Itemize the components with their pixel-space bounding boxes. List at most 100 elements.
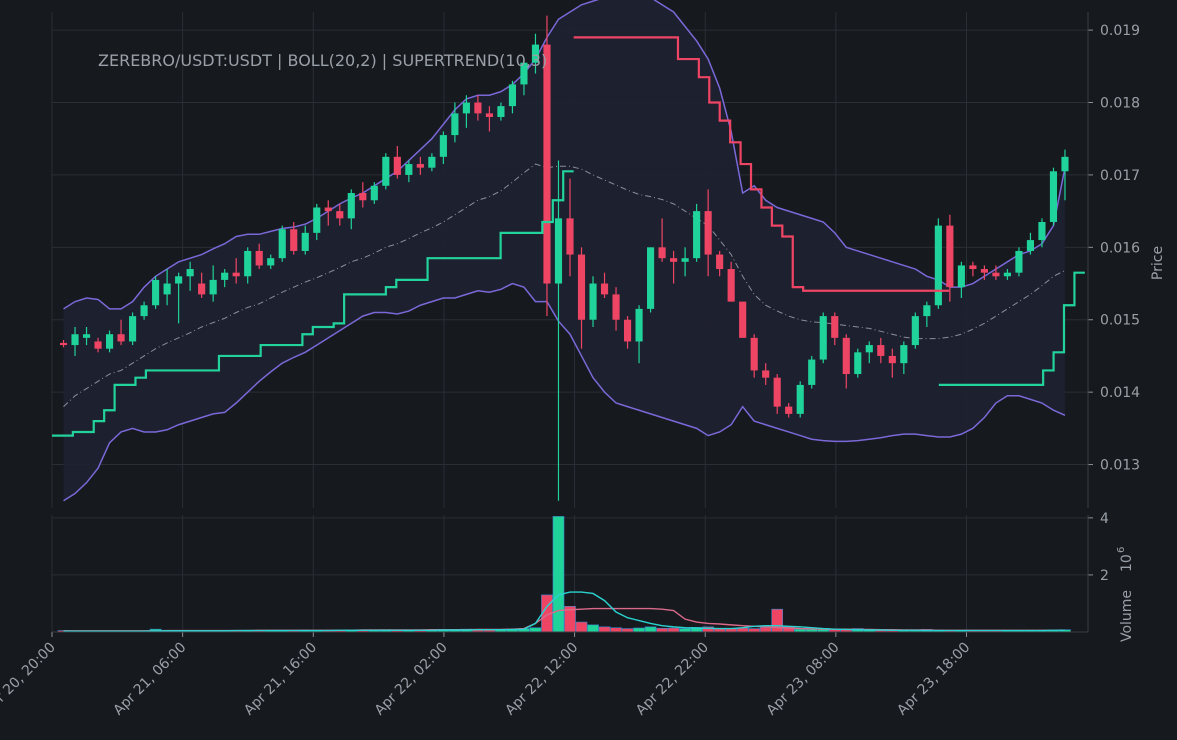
volume-bar	[610, 627, 622, 633]
candle-body	[105, 334, 114, 349]
volume-ma-green-line	[63, 591, 1065, 632]
volume-bar	[552, 516, 565, 633]
candle-body	[198, 283, 206, 295]
candle-body	[681, 258, 689, 262]
candle-body	[117, 334, 125, 342]
volume-bar	[771, 608, 784, 633]
candle-body	[370, 185, 378, 201]
candle-body	[785, 406, 793, 414]
candle-body	[1049, 171, 1058, 222]
supertrend-line	[52, 36, 1085, 437]
candle-body	[739, 301, 747, 338]
volume-bar	[759, 627, 772, 633]
supertrend-segment	[573, 36, 950, 292]
candle-body	[647, 247, 655, 309]
candle-body	[819, 316, 827, 360]
candle-body	[934, 225, 942, 306]
candle-body	[992, 272, 1000, 277]
candle-body	[347, 193, 355, 219]
candle-body	[1003, 272, 1011, 277]
candle-body	[255, 250, 263, 266]
price-tick-label: 0.013	[1100, 458, 1140, 474]
volume-tick-label: 2	[1100, 568, 1109, 584]
volume-bar	[575, 621, 588, 633]
candle-body	[543, 44, 551, 284]
candle-body	[129, 316, 137, 342]
candle-body	[439, 135, 447, 157]
candle-body	[382, 156, 390, 186]
candle-body	[554, 218, 563, 284]
candle-body	[232, 272, 240, 277]
price-axis-label: Price	[1150, 246, 1166, 280]
candle-body	[600, 283, 609, 295]
candle-body	[520, 62, 528, 85]
candle-body	[163, 283, 171, 295]
candle-body	[658, 247, 666, 259]
candle-body	[508, 84, 517, 107]
candle-body	[969, 265, 977, 270]
candle-body	[623, 319, 632, 342]
volume-axis-label: Volume	[1119, 590, 1135, 642]
candle-body	[911, 316, 919, 346]
candle-body	[612, 294, 620, 320]
price-tick-label: 0.015	[1100, 313, 1140, 329]
candle-body	[244, 250, 252, 277]
candle-body	[336, 211, 344, 219]
bollinger-upper-line	[63, 0, 1066, 310]
bollinger-lower-line	[63, 282, 1066, 502]
candle-body	[474, 102, 482, 114]
volume-bar	[621, 628, 634, 633]
candle-body	[704, 211, 712, 255]
candle-body	[175, 276, 183, 284]
candle-body	[888, 355, 896, 364]
candle-body	[693, 211, 701, 259]
candle-body	[762, 370, 770, 378]
candle-body	[267, 258, 275, 266]
candle-body	[1038, 221, 1046, 241]
candle-body	[980, 269, 988, 273]
candlesticks	[59, 15, 1069, 501]
candle-body	[359, 193, 367, 201]
volume-tick-label: 4	[1100, 511, 1109, 527]
candle-body	[1061, 156, 1069, 172]
supertrend-segment	[938, 271, 1085, 387]
price-tick-label: 0.014	[1100, 385, 1140, 401]
candle-body	[324, 207, 332, 212]
chart-title: ZEREBRO/USDT:USDT | BOLL(20,2) | SUPERTR…	[98, 51, 547, 70]
candle-body	[278, 229, 286, 259]
candle-body	[152, 279, 160, 306]
candle-body	[808, 359, 816, 385]
candle-body	[313, 207, 321, 233]
volume-bar	[679, 628, 691, 633]
candle-body	[750, 337, 758, 371]
candle-body	[923, 305, 931, 317]
price-tick-label: 0.018	[1100, 96, 1140, 112]
volume-bar	[644, 626, 657, 633]
candle-body	[462, 102, 470, 114]
price-tick-label: 0.016	[1100, 240, 1140, 256]
candle-body	[635, 308, 643, 342]
candle-body	[82, 334, 91, 338]
volume-bar	[748, 628, 761, 633]
candle-body	[566, 218, 574, 255]
candle-body	[140, 305, 148, 317]
candle-body	[221, 272, 229, 280]
candle-body	[577, 254, 586, 320]
volume-bar	[633, 627, 645, 633]
candle-body	[842, 337, 850, 375]
candle-body	[290, 229, 298, 251]
candle-body	[1026, 240, 1035, 251]
candle-body	[71, 334, 79, 346]
candle-body	[957, 265, 965, 288]
candle-body	[900, 345, 908, 364]
candle-body	[589, 283, 597, 320]
candle-body	[865, 345, 873, 353]
candle-body	[301, 232, 309, 251]
candle-body	[405, 164, 413, 175]
candle-body	[451, 113, 459, 136]
candle-body	[854, 352, 862, 375]
volume-bar	[667, 627, 680, 633]
candle-body	[531, 44, 540, 63]
candle-body	[727, 269, 735, 302]
